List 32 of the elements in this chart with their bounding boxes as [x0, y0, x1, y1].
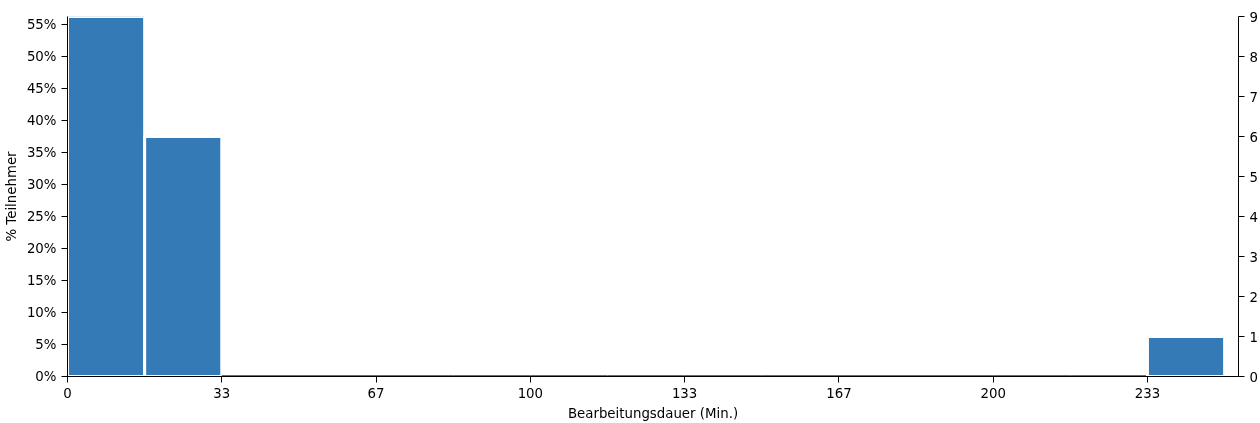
x-tick-label: 200: [980, 385, 1006, 401]
y-tick-label: 5%: [35, 337, 57, 352]
y-tick-label: 30%: [26, 177, 57, 192]
x-tick-label: 0: [63, 385, 72, 401]
x-tick-label: 33: [213, 385, 231, 401]
y2-tick-label: 0: [1249, 369, 1258, 385]
y2-tick-label: 2: [1249, 289, 1258, 305]
y2-tick-label: 5: [1249, 169, 1258, 185]
y2-tick-label: 9: [1249, 9, 1258, 25]
y2-tick-label: 3: [1249, 249, 1258, 265]
y2-tick-label: 6: [1249, 129, 1258, 145]
x-tick-label: 233: [1134, 385, 1161, 401]
y-tick-label: 55%: [26, 17, 57, 32]
x-tick-label: 100: [517, 385, 544, 401]
y-tick-label: 25%: [26, 209, 57, 224]
y-tick-label: 45%: [26, 81, 57, 96]
y2-tick-label: 1: [1249, 329, 1258, 345]
y-tick-label: 20%: [26, 241, 57, 256]
x-tick-label: 67: [367, 385, 385, 401]
y-tick-label: 50%: [26, 49, 57, 64]
x-tick-label: 167: [826, 385, 852, 401]
y-tick-label: 40%: [26, 113, 57, 128]
y-tick-label: 35%: [26, 145, 57, 160]
y2-tick-label: 8: [1249, 49, 1258, 65]
x-axis-title: Bearbeitungsdauer (Min.): [567, 405, 739, 421]
y2-tick-label: 7: [1249, 89, 1258, 105]
y2-tick-label: 4: [1249, 209, 1258, 225]
x-tick-label: 133: [671, 385, 698, 401]
y-tick-label: 0%: [35, 369, 57, 384]
y-axis-title: % Teilnehmer: [3, 150, 19, 242]
y-tick-label: 15%: [26, 273, 57, 288]
y-tick-label: 10%: [26, 305, 57, 320]
